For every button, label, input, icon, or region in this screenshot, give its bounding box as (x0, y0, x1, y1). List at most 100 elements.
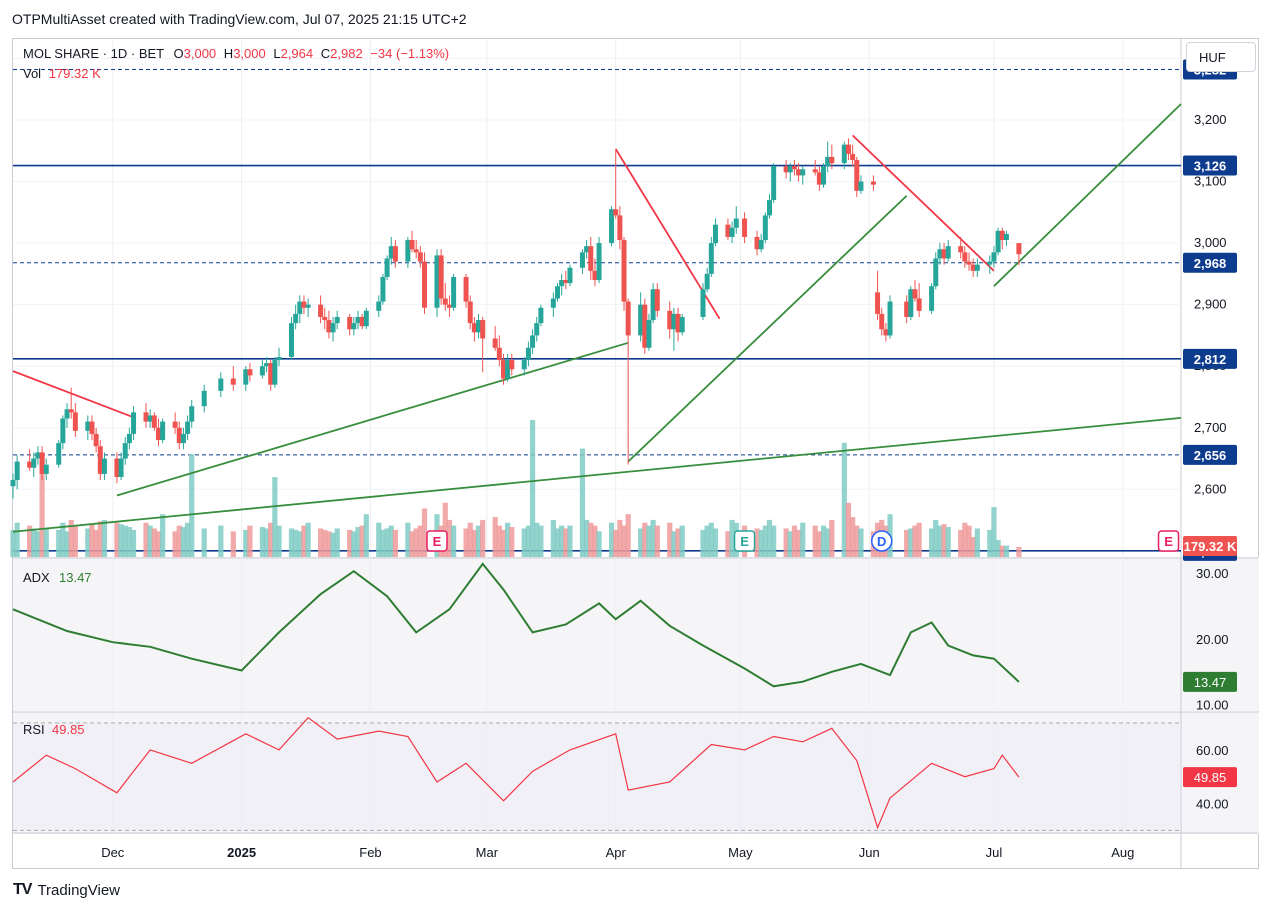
volume-bar (550, 519, 556, 557)
volume-bar (850, 517, 856, 557)
volume-bar (700, 529, 706, 557)
candle-body (534, 323, 540, 336)
volume-bar (10, 529, 16, 557)
candle-body (667, 310, 673, 330)
price-axis-label: 2,900 (1194, 297, 1227, 312)
volume-bars (10, 420, 1022, 557)
candle-body (318, 304, 324, 317)
volume-bar (60, 522, 66, 557)
candle-body (35, 452, 41, 459)
candle-body (85, 421, 91, 431)
earnings-marker-icon (426, 530, 448, 552)
volume-bar (509, 527, 515, 557)
price-axis-label: 2,700 (1194, 420, 1227, 435)
volume-bar (970, 537, 976, 557)
chart-attribution: OTPMultiAsset created with TradingView.c… (12, 11, 467, 27)
candle-body (422, 261, 428, 308)
volume-bar (463, 528, 469, 557)
candle-body (521, 360, 527, 370)
candle-body (783, 166, 789, 173)
candle-body (10, 480, 16, 487)
indicator-panes: ADX 13.47 RSI 49.85 (12, 562, 1181, 831)
candle-body (185, 421, 191, 434)
candle-body (679, 316, 685, 333)
horizontal-levels (13, 69, 1181, 552)
volume-bar (14, 522, 20, 557)
candle-body (875, 292, 881, 314)
candle-body (118, 458, 124, 477)
volume-bar (43, 528, 49, 557)
level-badge-bg (1183, 444, 1237, 465)
volume-bar (529, 420, 536, 557)
candle-body (322, 316, 328, 321)
volume-bar (351, 531, 357, 557)
candle-body (771, 166, 777, 201)
volume-bar (621, 525, 627, 557)
adx-pane-bg (13, 557, 1259, 711)
candle-body (563, 280, 569, 284)
candle-body (413, 249, 419, 253)
volume-bar (675, 528, 681, 557)
volume-bar (791, 525, 798, 557)
candle-body (816, 172, 822, 185)
candle-body (56, 443, 62, 465)
trendline-red-5 (852, 134, 995, 272)
volume-bar (638, 528, 644, 557)
volume-bar (147, 525, 153, 557)
volume-bar (916, 522, 922, 557)
candle-body (941, 249, 947, 259)
candle-body (434, 255, 440, 308)
volume-bar (646, 525, 652, 557)
candle-body (530, 335, 536, 348)
grid-lines (13, 39, 1259, 868)
currency-button[interactable]: HUF (1186, 42, 1256, 72)
candle-body (800, 169, 806, 176)
candle-body (584, 246, 590, 253)
volume-bar (392, 529, 399, 557)
candle-body (500, 360, 506, 379)
close-label: C (320, 46, 331, 61)
candle-body (845, 144, 851, 154)
candle-body (638, 304, 644, 336)
volume-bar (413, 528, 419, 557)
candle-body (189, 406, 195, 422)
candle-body (172, 421, 178, 428)
volume-bar (974, 528, 980, 557)
rsi-band-fill (13, 723, 1181, 831)
volume-bar (829, 519, 835, 557)
volume-bar (355, 527, 361, 557)
candle-body (987, 261, 993, 265)
candle-body (908, 289, 914, 317)
candle-body (276, 356, 282, 361)
volume-bar (654, 525, 660, 557)
tradingview-footer[interactable]: TV TradingView (13, 881, 120, 899)
candle-body (970, 264, 976, 271)
candle-body (700, 289, 706, 317)
candle-body (904, 301, 910, 317)
volume-bar (35, 531, 41, 557)
volume-bar (143, 522, 149, 557)
candle-body (218, 378, 224, 391)
volume-bar (812, 525, 818, 557)
adx-axis-label: 30.00 (1196, 566, 1229, 581)
candle-body (409, 240, 415, 250)
candle-body (933, 258, 939, 287)
volume-bar (496, 525, 502, 557)
candle-body (958, 246, 964, 253)
candle-body (870, 181, 876, 185)
high-label: H (223, 46, 234, 61)
candle-body (617, 215, 623, 241)
volume-bar (771, 525, 777, 557)
tradingview-brand: TradingView (37, 881, 120, 899)
candle-body (480, 320, 486, 339)
candle-body (288, 323, 294, 357)
high-value: 3,000 (233, 46, 266, 61)
candle-body (43, 464, 49, 474)
volume-bar (263, 528, 270, 557)
candle-body (995, 230, 1001, 253)
candle-body (550, 298, 556, 308)
volume-bar (534, 522, 540, 557)
candle-body (609, 209, 615, 244)
volume-bar (679, 525, 685, 557)
